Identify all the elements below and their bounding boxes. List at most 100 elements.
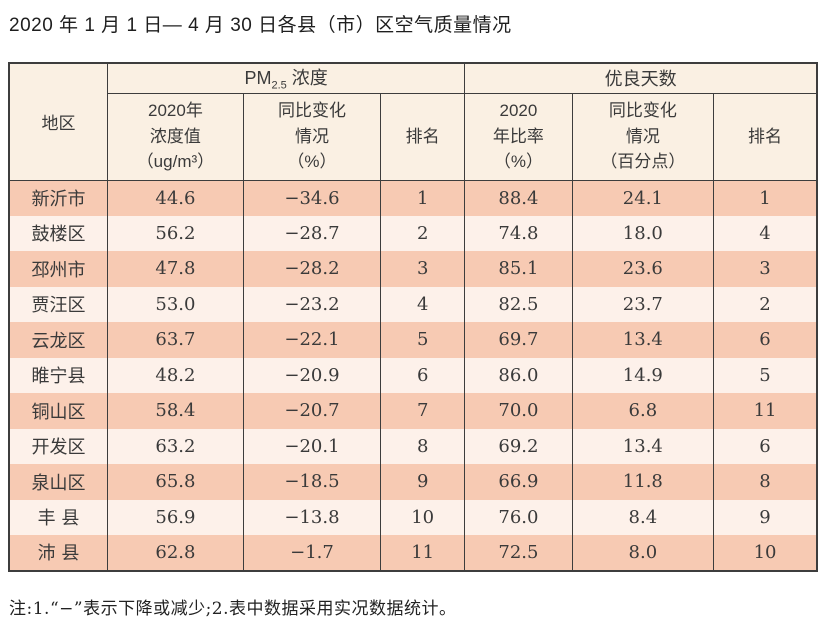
pm-change-cell: −28.2: [243, 251, 382, 287]
table-header: 地区 PM2.5 浓度 优良天数 2020年 浓度值 （ug/m³） 同比变化 …: [9, 63, 817, 181]
good-rank-cell: 10: [753, 541, 777, 563]
pm-rank-cell: 2: [380, 215, 466, 251]
region-cell: 铜山区: [9, 393, 109, 429]
table-row: 贾汪区 53.0 −23.2 4 82.5 23.7 2: [9, 286, 817, 322]
pm-change-cell: −23.2: [243, 286, 382, 322]
pm-change-cell: −1.7: [243, 535, 382, 571]
table-row: 开发区 63.2 −20.1 8 69.2 13.4 6: [9, 428, 817, 464]
region-cell: 新沂市: [9, 180, 109, 216]
pm-value-cell: 56.9: [107, 499, 244, 535]
pm-rank-cell: 7: [380, 393, 466, 429]
table-row: 邳州市 47.8 −28.2 3 85.1 23.6 3: [9, 251, 817, 287]
good-change-cell: 14.9: [572, 357, 715, 393]
table-row: 睢宁县 48.2 −20.9 6 86.0 14.9 5: [9, 357, 817, 393]
sub-header-row: 2020年 浓度值 （ug/m³） 同比变化 情况 （%） 排名 2020 年比…: [9, 93, 817, 181]
good-change-cell: 13.4: [572, 428, 715, 464]
pm-value-cell: 65.8: [107, 464, 244, 500]
pm-rank-cell: 6: [380, 357, 466, 393]
pm25-subscript: 2.5: [271, 80, 287, 93]
region-cell: 贾汪区: [9, 286, 109, 322]
good-ratio-cell: 85.1: [464, 251, 573, 287]
table-row: 云龙区 63.7 −22.1 5 69.7 13.4 6: [9, 322, 817, 358]
pm-rank-cell: 8: [380, 428, 466, 464]
region-cell: 鼓楼区: [9, 215, 109, 251]
pm-rank-cell: 5: [380, 322, 466, 358]
pm-value-cell: 62.8: [107, 535, 244, 571]
column-header-pm-change: 同比变化 情况 （%）: [243, 93, 382, 181]
good-ratio-cell: 72.5: [464, 535, 573, 571]
good-rank-cell: 6: [759, 329, 771, 351]
pm-rank-cell: 9: [380, 464, 466, 500]
pm-rank-cell: 10: [380, 499, 466, 535]
good-ratio-cell: 82.5: [464, 286, 573, 322]
good-ratio-cell: 76.0: [464, 499, 573, 535]
pm25-label-prefix: PM: [244, 68, 272, 89]
good-ratio-cell: 66.9: [464, 464, 573, 500]
good-rank-cell: 9: [759, 506, 771, 528]
good-change-cell: 18.0: [572, 215, 715, 251]
region-cell: 开发区: [9, 428, 109, 464]
good-change-cell: 24.1: [572, 180, 715, 216]
group-header-row: 地区 PM2.5 浓度 优良天数: [9, 63, 817, 181]
pm-change-cell: −20.1: [243, 428, 382, 464]
air-quality-table: 地区 PM2.5 浓度 优良天数 2020年 浓度值 （ug/m³） 同比变化 …: [8, 62, 818, 572]
column-header-good-ratio: 2020 年比率 （%）: [464, 93, 573, 181]
good-ratio-cell: 86.0: [464, 357, 573, 393]
pm-value-cell: 63.2: [107, 428, 244, 464]
pm-rank-cell: 11: [380, 535, 466, 571]
good-change-cell: 13.4: [572, 322, 715, 358]
page-title: 2020 年 1 月 1 日— 4 月 30 日各县（市）区空气质量情况: [9, 15, 512, 36]
good-rank-cell: 6: [759, 435, 771, 457]
region-cell: 云龙区: [9, 322, 109, 358]
footnote: 注:1.“−”表示下降或减少;2.表中数据采用实况数据统计。: [9, 598, 457, 619]
region-cell: 泉山区: [9, 464, 109, 500]
good-rank-cell: 3: [759, 258, 771, 280]
pm-change-cell: −22.1: [243, 322, 382, 358]
pm25-label-suffix: 浓度: [286, 68, 328, 89]
good-rank-cell: 2: [759, 293, 771, 315]
good-ratio-cell: 70.0: [464, 393, 573, 429]
good-rank-cell: 8: [759, 471, 771, 493]
good-change-cell: 8.4: [572, 499, 715, 535]
good-ratio-cell: 88.4: [464, 180, 573, 216]
column-header-pm-value: 2020年 浓度值 （ug/m³）: [107, 93, 244, 181]
good-ratio-cell: 69.2: [464, 428, 573, 464]
pm-value-cell: 58.4: [107, 393, 244, 429]
table-row: 铜山区 58.4 −20.7 7 70.0 6.8 11: [9, 393, 817, 429]
pm-change-cell: −20.7: [243, 393, 382, 429]
region-cell: 邳州市: [9, 251, 109, 287]
pm-change-cell: −28.7: [243, 215, 382, 251]
pm-rank-cell: 3: [380, 251, 466, 287]
pm-rank-cell: 1: [380, 180, 466, 216]
pm-value-cell: 56.2: [107, 215, 244, 251]
column-header-pm-rank: 排名: [380, 93, 466, 181]
good-ratio-cell: 74.8: [464, 215, 573, 251]
table-body: 新沂市 44.6 −34.6 1 88.4 24.1 1 鼓楼区 56.2 −28.7 2 74.8 1…: [9, 180, 817, 571]
pm-value-cell: 48.2: [107, 357, 244, 393]
region-cell: 睢宁县: [9, 357, 109, 393]
pm-rank-cell: 4: [380, 286, 466, 322]
good-change-cell: 23.6: [572, 251, 715, 287]
group-header-good-days: 优良天数: [464, 63, 817, 94]
good-ratio-cell: 69.7: [464, 322, 573, 358]
pm-change-cell: −20.9: [243, 357, 382, 393]
pm-value-cell: 47.8: [107, 251, 244, 287]
table-row: 鼓楼区 56.2 −28.7 2 74.8 18.0 4: [9, 215, 817, 251]
good-change-cell: 6.8: [572, 393, 715, 429]
good-change-cell: 8.0: [572, 535, 715, 571]
pm-change-cell: −13.8: [243, 499, 382, 535]
column-header-region: 地区: [9, 63, 109, 181]
region-cell: 丰 县: [9, 499, 109, 535]
good-change-cell: 11.8: [572, 464, 715, 500]
column-header-good-rank: 排名: [713, 93, 817, 181]
table-row: 丰 县 56.9 −13.8 10 76.0 8.4 9: [9, 499, 817, 535]
pm-value-cell: 53.0: [107, 286, 244, 322]
table-row: 新沂市 44.6 −34.6 1 88.4 24.1 1: [9, 180, 817, 216]
table-row: 沛 县 62.8 −1.7 11 72.5 8.0 10: [9, 535, 817, 571]
good-rank-cell: 1: [759, 187, 771, 209]
pm-value-cell: 44.6: [107, 180, 244, 216]
column-header-good-change: 同比变化 情况 （百分点）: [572, 93, 715, 181]
good-rank-cell: 11: [753, 400, 777, 422]
group-header-pm25: PM2.5 浓度: [107, 63, 466, 94]
